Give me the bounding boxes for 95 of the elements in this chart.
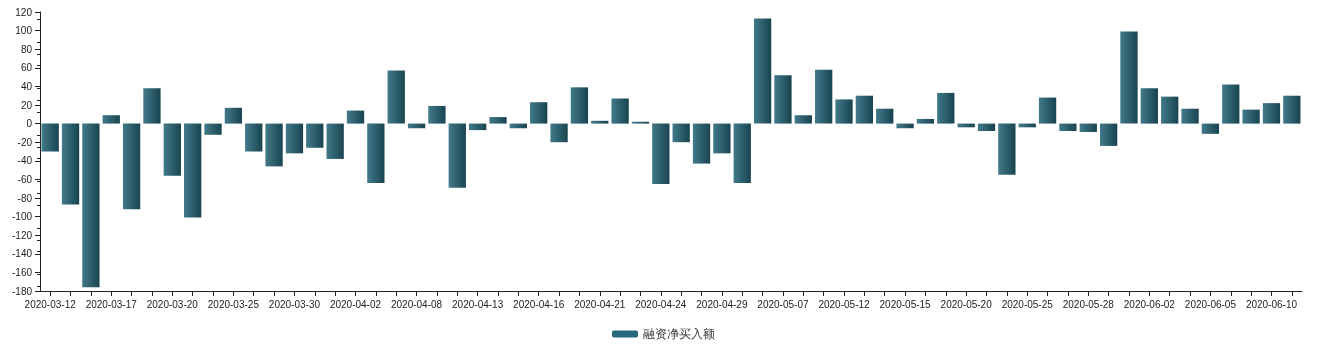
- x-tick-label: 2020-04-13: [452, 298, 504, 310]
- x-tick-label: 2020-04-29: [696, 298, 748, 310]
- y-tick-label: -80: [17, 192, 33, 204]
- bar: [163, 123, 181, 176]
- x-tick-label: 2020-04-21: [574, 298, 626, 310]
- y-tick-label: 40: [20, 80, 33, 92]
- bar: [1222, 84, 1240, 124]
- bar: [143, 88, 161, 124]
- x-tick-label: 2020-05-28: [1062, 298, 1115, 310]
- x-tick-label: 2020-03-25: [207, 298, 260, 310]
- bar: [1099, 123, 1118, 146]
- bar: [468, 123, 487, 131]
- bar: [265, 123, 283, 167]
- bar: [245, 123, 263, 152]
- bar: [1181, 108, 1199, 124]
- y-tick-label: 80: [20, 43, 33, 55]
- bar: [204, 123, 222, 135]
- y-tick-label: -160: [11, 266, 33, 278]
- bar: [428, 105, 446, 124]
- bar: [367, 123, 385, 184]
- bar: [1201, 123, 1220, 134]
- x-tick-label: 2020-05-20: [940, 298, 993, 310]
- x-tick-label: 2020-05-12: [818, 298, 871, 310]
- bar: [591, 120, 609, 124]
- x-tick-label: 2020-06-05: [1184, 298, 1237, 310]
- x-tick-label: 2020-04-24: [635, 298, 687, 310]
- bar: [346, 110, 365, 124]
- bar: [82, 123, 100, 288]
- y-tick-label: 60: [20, 62, 33, 74]
- bar: [672, 123, 690, 143]
- bar: [530, 102, 548, 124]
- x-tick-label: 2020-03-30: [268, 298, 321, 310]
- bar: [753, 18, 772, 124]
- y-tick-label: 100: [15, 25, 33, 37]
- bar: [1079, 123, 1097, 132]
- x-tick-label: 2020-03-20: [146, 298, 199, 310]
- bar: [102, 115, 120, 124]
- bar: [489, 117, 507, 124]
- bar: [448, 123, 466, 188]
- x-tick-label: 2020-05-07: [757, 298, 809, 310]
- bar: [611, 98, 629, 124]
- bar: [998, 123, 1016, 175]
- bar: [1161, 96, 1179, 124]
- bar: [224, 107, 243, 124]
- bar: [1038, 97, 1057, 124]
- bar: [855, 95, 874, 124]
- bar: [1059, 123, 1077, 132]
- bar: [570, 87, 589, 124]
- bar: [1283, 95, 1301, 124]
- bar: [916, 118, 935, 124]
- y-tick-label: -120: [11, 229, 33, 241]
- bar: [550, 123, 568, 143]
- bar: [1262, 103, 1281, 124]
- y-tick-label: 0: [26, 118, 33, 130]
- bar: [733, 123, 751, 184]
- x-tick-label: 2020-03-12: [24, 298, 77, 310]
- y-tick-label: -140: [11, 248, 33, 260]
- bar: [713, 123, 731, 154]
- bar: [285, 123, 304, 154]
- bar: [876, 108, 894, 124]
- bar: [1140, 88, 1158, 124]
- bar: [1242, 109, 1260, 124]
- x-tick-label: 2020-03-17: [85, 298, 138, 310]
- bar: [41, 123, 59, 152]
- bar: [896, 123, 914, 129]
- x-tick-label: 2020-04-08: [390, 298, 443, 310]
- bar: [815, 69, 833, 124]
- y-tick-label: -40: [17, 155, 33, 167]
- bar: [652, 123, 670, 185]
- bar: [835, 99, 853, 124]
- legend-label: 融资净买入额: [643, 327, 715, 341]
- bar: [774, 75, 792, 124]
- y-tick-label: -60: [17, 173, 33, 185]
- bar: [387, 70, 405, 124]
- y-tick-label: -20: [17, 136, 33, 148]
- bar: [1120, 31, 1138, 124]
- y-tick-label: 120: [15, 6, 33, 18]
- bar: [306, 123, 324, 148]
- bar: [692, 123, 711, 164]
- bar: [61, 123, 80, 205]
- x-tick-label: 2020-04-02: [329, 298, 382, 310]
- x-tick-label: 2020-05-25: [1001, 298, 1054, 310]
- bar: [184, 123, 202, 218]
- y-tick-label: -100: [11, 211, 33, 223]
- bar: [937, 92, 955, 124]
- x-tick-label: 2020-05-15: [879, 298, 932, 310]
- x-tick-label: 2020-04-16: [513, 298, 565, 310]
- y-tick-label: -180: [11, 285, 33, 297]
- bar: [122, 123, 141, 210]
- bar: [326, 123, 344, 159]
- bar: [977, 123, 996, 132]
- bar: [794, 115, 812, 124]
- x-tick-label: 2020-06-10: [1245, 298, 1298, 310]
- x-tick-label: 2020-06-02: [1123, 298, 1176, 310]
- y-tick-label: 20: [20, 99, 33, 111]
